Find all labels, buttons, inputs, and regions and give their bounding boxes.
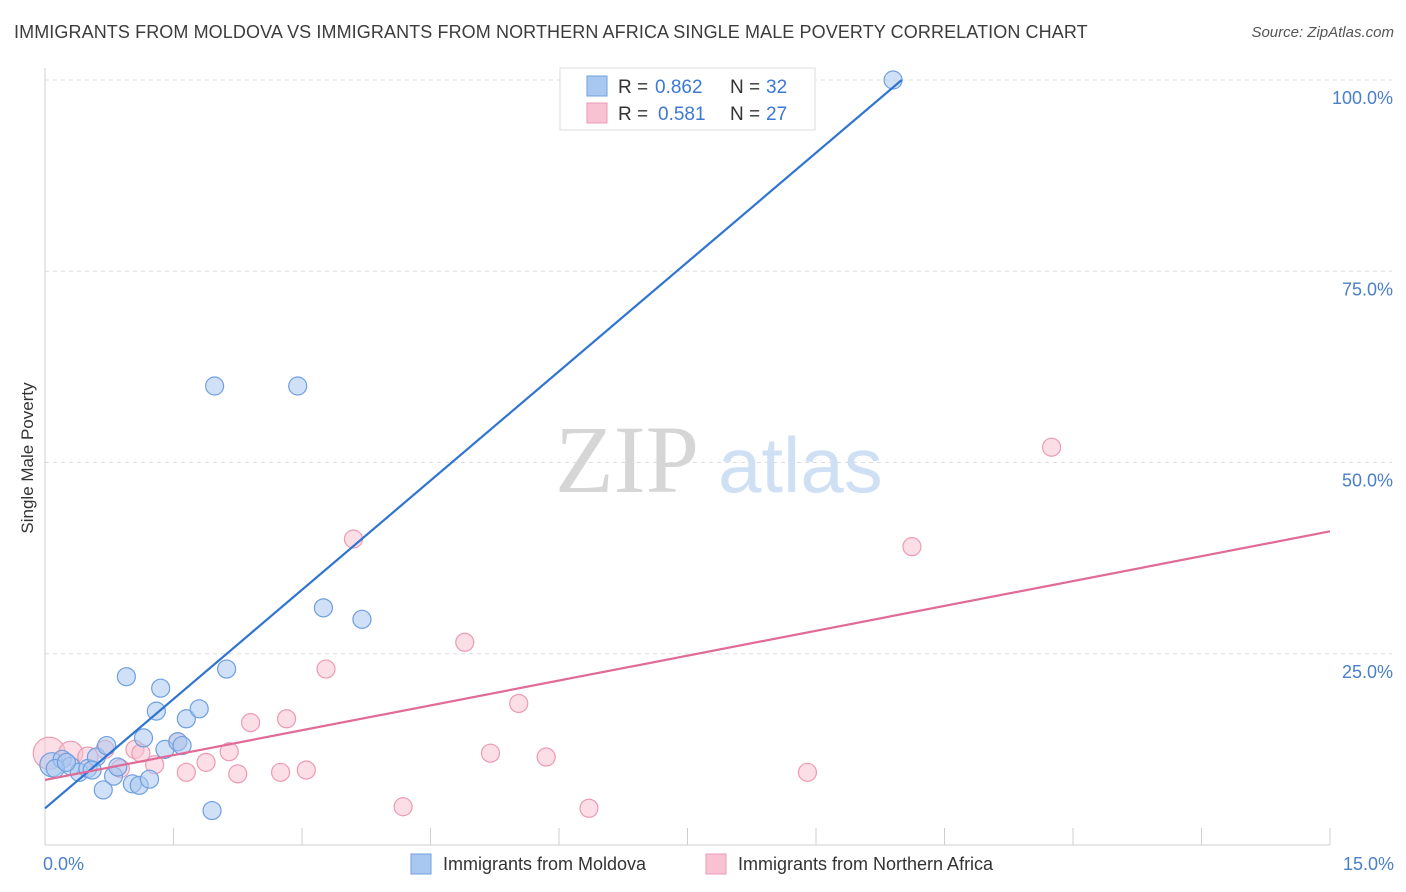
moldova-point-22 bbox=[202, 800, 222, 821]
bottom-legend-swatch-northern-africa bbox=[705, 853, 727, 875]
northern-africa-point-20 bbox=[455, 632, 475, 652]
legend-swatch-northern-africa bbox=[586, 102, 608, 124]
y-tick-label-100: 100.0% bbox=[1332, 88, 1393, 108]
bottom-legend: Immigrants from Moldova Immigrants from … bbox=[410, 853, 994, 875]
moldova-point-21 bbox=[189, 699, 209, 719]
northern-africa-point-21 bbox=[480, 743, 501, 763]
watermark: ZIP atlas bbox=[555, 406, 883, 513]
moldova-point-31 bbox=[56, 752, 77, 772]
northern-africa-point-23 bbox=[536, 747, 556, 767]
northern-africa-trend-line bbox=[44, 530, 1331, 782]
grid-lines bbox=[45, 79, 1392, 655]
legend-n-value-northern-africa: 27 bbox=[766, 104, 787, 125]
moldova-point-25 bbox=[288, 376, 308, 396]
moldova-point-20 bbox=[176, 709, 196, 729]
northern-africa-point-22 bbox=[509, 693, 529, 714]
moldova-point-9 bbox=[116, 667, 136, 687]
northern-africa-point-14 bbox=[270, 762, 291, 782]
moldova-point-23 bbox=[205, 376, 225, 396]
bottom-legend-label-moldova: Immigrants from Moldova bbox=[443, 854, 647, 874]
moldova-trend-line bbox=[44, 79, 903, 810]
trend-lines bbox=[44, 79, 1331, 810]
bottom-legend-swatch-moldova bbox=[410, 853, 432, 875]
x-minor-ticks bbox=[44, 828, 1331, 845]
northern-africa-point-19 bbox=[393, 797, 413, 817]
legend-r-label-northern-africa: R = bbox=[618, 104, 648, 125]
bottom-legend-label-northern-africa: Immigrants from Northern Africa bbox=[738, 854, 994, 874]
legend-swatch-moldova bbox=[586, 75, 608, 97]
y-axis-label: Single Male Poverty bbox=[18, 382, 37, 534]
moldova-point-15 bbox=[146, 701, 166, 721]
legend-r-value-northern-africa: 0.581 bbox=[658, 104, 706, 125]
northern-africa-point-12 bbox=[228, 764, 248, 784]
moldova-point-14 bbox=[139, 769, 160, 789]
legend-r-value-moldova: 0.862 bbox=[655, 77, 703, 98]
northern-africa-point-16 bbox=[296, 760, 316, 780]
northern-africa-point-13 bbox=[241, 712, 261, 733]
watermark-zip: ZIP bbox=[555, 406, 699, 513]
legend-n-label-moldova: N = bbox=[730, 77, 760, 98]
moldova-point-27 bbox=[352, 609, 372, 629]
legend: R = 0.862 N = 32 R = 0.581 N = 27 bbox=[559, 67, 816, 131]
x-tick-label-15: 15.0% bbox=[1343, 854, 1394, 874]
series-northern-africa bbox=[32, 437, 1062, 818]
northern-africa-point-9 bbox=[176, 762, 196, 782]
northern-africa-point-27 bbox=[1041, 437, 1062, 457]
legend-r-label-moldova: R = bbox=[618, 77, 648, 98]
x-tick-label-0: 0.0% bbox=[43, 854, 84, 874]
x-tick-labels: 0.0% 15.0% bbox=[43, 854, 1394, 874]
y-tick-label-25: 25.0% bbox=[1342, 662, 1393, 682]
legend-n-value-moldova: 32 bbox=[766, 77, 787, 98]
northern-africa-point-11 bbox=[219, 742, 239, 762]
moldova-point-26 bbox=[313, 598, 334, 618]
northern-africa-point-17 bbox=[316, 659, 336, 679]
moldova-point-13 bbox=[133, 728, 154, 748]
northern-africa-point-15 bbox=[276, 709, 297, 729]
y-tick-label-50: 50.0% bbox=[1342, 471, 1393, 491]
northern-africa-point-25 bbox=[797, 762, 818, 782]
source-label: Source: ZipAtlas.com bbox=[1251, 24, 1394, 41]
northern-africa-point-26 bbox=[902, 537, 922, 557]
y-tick-label-75: 75.0% bbox=[1342, 279, 1393, 299]
northern-africa-point-24 bbox=[579, 798, 599, 818]
northern-africa-point-10 bbox=[196, 752, 216, 772]
y-tick-labels: 25.0% 50.0% 75.0% 100.0% bbox=[1332, 88, 1393, 682]
watermark-atlas: atlas bbox=[718, 421, 883, 509]
legend-n-label-northern-africa: N = bbox=[730, 104, 760, 125]
moldova-point-24 bbox=[217, 659, 237, 679]
moldova-point-10 bbox=[93, 780, 113, 800]
moldova-point-16 bbox=[151, 678, 171, 698]
chart-title: IMMIGRANTS FROM MOLDOVA VS IMMIGRANTS FR… bbox=[14, 22, 1088, 42]
